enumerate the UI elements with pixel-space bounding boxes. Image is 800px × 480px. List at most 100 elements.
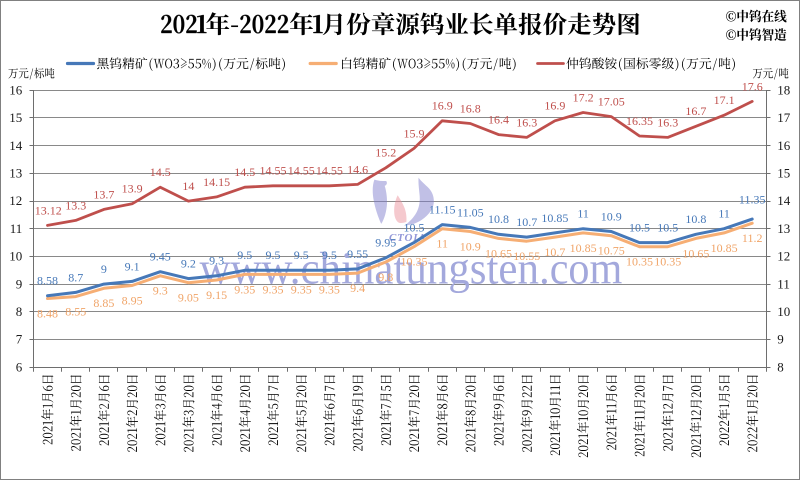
svg-text:9.35: 9.35 xyxy=(263,282,284,296)
svg-text:9.3: 9.3 xyxy=(153,284,168,298)
svg-text:11: 11 xyxy=(718,207,730,221)
svg-text:9: 9 xyxy=(16,276,23,291)
svg-text:15.2: 15.2 xyxy=(375,146,396,160)
svg-text:9.95: 9.95 xyxy=(375,236,396,250)
svg-text:8.48: 8.48 xyxy=(37,306,58,320)
svg-text:9.5: 9.5 xyxy=(237,248,252,262)
svg-text:10.85: 10.85 xyxy=(711,241,738,255)
svg-text:8.58: 8.58 xyxy=(37,274,58,288)
svg-text:16: 16 xyxy=(9,82,23,97)
svg-text:9.35: 9.35 xyxy=(291,282,312,296)
svg-text:11: 11 xyxy=(436,237,448,251)
svg-text:17.2: 17.2 xyxy=(573,90,594,104)
svg-text:10: 10 xyxy=(777,304,790,319)
svg-text:15: 15 xyxy=(777,166,790,181)
svg-text:10.9: 10.9 xyxy=(601,209,622,223)
svg-text:10: 10 xyxy=(9,249,22,264)
svg-text:16.3: 16.3 xyxy=(657,115,678,129)
svg-text:6: 6 xyxy=(16,359,23,374)
svg-text:14.55: 14.55 xyxy=(288,164,315,178)
svg-text:11.05: 11.05 xyxy=(457,205,484,219)
svg-text:9.4: 9.4 xyxy=(350,281,365,295)
svg-text:10.8: 10.8 xyxy=(685,212,706,226)
svg-text:com: com xyxy=(550,243,623,294)
svg-text:8.55: 8.55 xyxy=(65,305,86,319)
svg-text:11: 11 xyxy=(577,207,589,221)
svg-text:8.85: 8.85 xyxy=(93,296,114,310)
svg-text:9.55: 9.55 xyxy=(347,247,368,261)
svg-text:11.35: 11.35 xyxy=(739,193,766,207)
svg-text:10.7: 10.7 xyxy=(544,245,565,259)
svg-text:13.3: 13.3 xyxy=(65,198,86,212)
svg-text:12: 12 xyxy=(9,193,22,208)
svg-text:14.55: 14.55 xyxy=(316,164,343,178)
svg-text:16.7: 16.7 xyxy=(685,104,706,118)
svg-text:10.75: 10.75 xyxy=(598,244,625,258)
svg-text:8.7: 8.7 xyxy=(68,270,83,284)
svg-text:9.05: 9.05 xyxy=(178,291,199,305)
svg-text:7: 7 xyxy=(16,332,23,347)
svg-text:16.3: 16.3 xyxy=(516,115,537,129)
svg-text:15.9: 15.9 xyxy=(404,126,425,140)
svg-text:9.15: 9.15 xyxy=(206,288,227,302)
svg-text:16: 16 xyxy=(777,138,791,153)
svg-text:9: 9 xyxy=(101,262,107,276)
svg-text:8: 8 xyxy=(777,359,784,374)
svg-text:10.8: 10.8 xyxy=(488,212,509,226)
svg-text:13.7: 13.7 xyxy=(93,187,114,201)
svg-text:16.8: 16.8 xyxy=(460,101,481,115)
svg-text:11: 11 xyxy=(777,276,790,291)
svg-text:10.65: 10.65 xyxy=(682,246,709,260)
svg-text:17.6: 17.6 xyxy=(742,79,763,93)
svg-text:9: 9 xyxy=(777,332,784,347)
svg-text:13.9: 13.9 xyxy=(122,182,143,196)
svg-text:14.5: 14.5 xyxy=(234,165,255,179)
svg-text:9.5: 9.5 xyxy=(266,248,281,262)
svg-text:16.9: 16.9 xyxy=(544,99,565,113)
svg-text:11.2: 11.2 xyxy=(742,231,763,245)
svg-text:10.35: 10.35 xyxy=(626,255,653,269)
svg-text:16.9: 16.9 xyxy=(432,99,453,113)
svg-text:9.2: 9.2 xyxy=(181,257,196,271)
svg-text:12: 12 xyxy=(777,249,790,264)
svg-text:16.35: 16.35 xyxy=(626,114,653,128)
svg-text:15: 15 xyxy=(9,110,22,125)
svg-text:9.45: 9.45 xyxy=(150,250,171,264)
svg-text:10.5: 10.5 xyxy=(404,221,425,235)
svg-text:9.8: 9.8 xyxy=(378,270,393,284)
svg-text:14: 14 xyxy=(9,138,23,153)
svg-text:14.5: 14.5 xyxy=(150,165,171,179)
svg-text:17: 17 xyxy=(777,110,791,125)
svg-text:10.5: 10.5 xyxy=(629,221,650,235)
svg-text:17.05: 17.05 xyxy=(598,95,625,109)
svg-text:14: 14 xyxy=(182,179,194,193)
svg-text:8: 8 xyxy=(16,304,23,319)
svg-text:9.5: 9.5 xyxy=(322,248,337,262)
svg-text:9.5: 9.5 xyxy=(294,248,309,262)
svg-text:10.35: 10.35 xyxy=(401,255,428,269)
svg-text:18: 18 xyxy=(777,82,790,97)
svg-text:9.3: 9.3 xyxy=(209,254,224,268)
svg-text:10.35: 10.35 xyxy=(654,255,681,269)
svg-text:11.15: 11.15 xyxy=(429,203,456,217)
svg-text:9.35: 9.35 xyxy=(234,282,255,296)
svg-text:11: 11 xyxy=(10,221,23,236)
svg-text:13: 13 xyxy=(777,221,790,236)
svg-text:10.55: 10.55 xyxy=(513,249,540,263)
svg-text:10.85: 10.85 xyxy=(541,211,568,225)
svg-text:10.7: 10.7 xyxy=(516,215,537,229)
svg-text:16.4: 16.4 xyxy=(488,113,509,127)
svg-text:10.65: 10.65 xyxy=(485,246,512,260)
svg-text:14.55: 14.55 xyxy=(260,164,287,178)
svg-text:10.9: 10.9 xyxy=(460,239,481,253)
svg-text:10.5: 10.5 xyxy=(657,221,678,235)
svg-text:9.35: 9.35 xyxy=(319,282,340,296)
svg-text:14.6: 14.6 xyxy=(347,162,368,176)
svg-text:13: 13 xyxy=(9,166,22,181)
svg-text:14.15: 14.15 xyxy=(203,175,230,189)
svg-text:14: 14 xyxy=(777,193,791,208)
svg-text:10.85: 10.85 xyxy=(570,241,597,255)
svg-text:17.1: 17.1 xyxy=(714,93,735,107)
svg-text:9.1: 9.1 xyxy=(125,259,140,273)
svg-text:8.95: 8.95 xyxy=(122,293,143,307)
